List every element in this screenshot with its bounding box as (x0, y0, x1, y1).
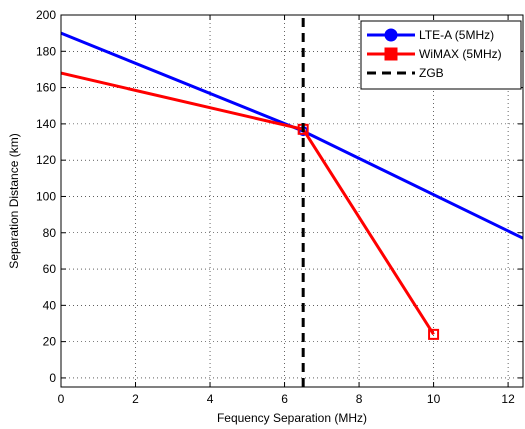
y-axis-label: Separation Distance (km) (7, 133, 21, 268)
x-tick-label: 4 (207, 392, 214, 406)
grid-lines (61, 15, 523, 387)
x-tick-label: 6 (281, 392, 288, 406)
legend: LTE-A (5MHz) WiMAX (5MHz) ZGB (360, 20, 522, 90)
y-tick-label: 160 (36, 81, 56, 95)
y-tick-label: 60 (43, 262, 57, 276)
legend-marker-1 (384, 47, 398, 61)
y-tick-label: 20 (43, 335, 57, 349)
plot-frame (60, 14, 524, 388)
x-tick-label: 10 (427, 392, 441, 406)
y-tick-label: 40 (43, 298, 57, 312)
y-tick-label: 140 (36, 117, 56, 131)
x-tick-label: 8 (356, 392, 363, 406)
y-tick-label: 100 (36, 189, 56, 203)
legend-marker-0 (384, 28, 398, 42)
x-tick-label: 0 (58, 392, 65, 406)
y-tick-label: 120 (36, 153, 56, 167)
x-tick-label: 2 (132, 392, 139, 406)
legend-label-2: ZGB (419, 66, 444, 80)
x-tick-label: 12 (501, 392, 515, 406)
y-tick-label: 80 (43, 226, 57, 240)
series-lines (60, 15, 524, 387)
series-line-1 (60, 71, 435, 336)
legend-label-0: LTE-A (5MHz) (419, 28, 494, 42)
y-tick-label: 0 (49, 371, 56, 385)
series-marker-1 (428, 328, 440, 340)
x-axis-label: Fequency Separation (MHz) (217, 411, 367, 425)
y-tick-label: 180 (36, 44, 56, 58)
tick-marks (60, 14, 523, 387)
y-tick-label: 200 (36, 8, 56, 22)
legend-label-1: WiMAX (5MHz) (419, 47, 502, 61)
